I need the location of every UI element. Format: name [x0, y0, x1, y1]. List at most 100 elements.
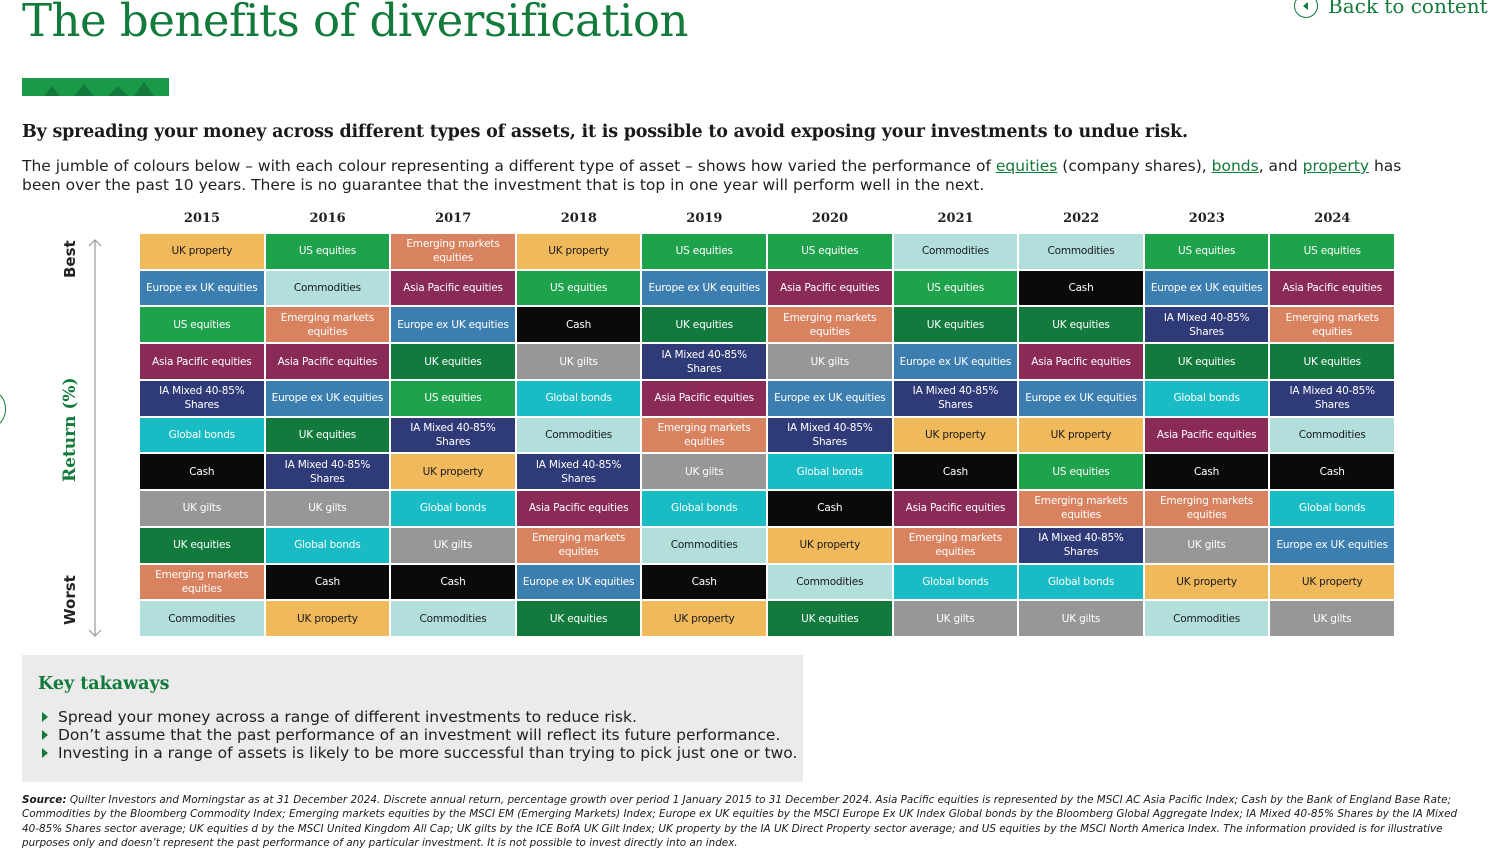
table-cell: Asia Pacific equities	[265, 344, 390, 379]
table-cell: UK equities	[1019, 307, 1143, 343]
table-cell: US equities	[1019, 454, 1143, 490]
table-cell: Global bonds	[893, 564, 1018, 600]
table-cell: Global bonds	[265, 527, 390, 563]
table-cell: UK property	[1270, 564, 1394, 600]
list-item: Don’t assume that the past performance o…	[40, 726, 797, 744]
triangle-bullet-icon	[42, 712, 48, 722]
year-header-2018: 2018	[560, 211, 597, 226]
table-cell: IA Mixed 40-85% Shares	[140, 380, 264, 416]
table-cell: Global bonds	[1270, 491, 1394, 526]
table-cell: IA Mixed 40-85% Shares	[1019, 527, 1143, 563]
side-nav-circle[interactable]	[0, 391, 6, 427]
table-cell: Commodities	[768, 564, 892, 600]
table-cell: UK gilts	[1270, 601, 1394, 637]
table-cell: Cash	[642, 564, 766, 600]
table-cell: Europe ex UK equities	[768, 380, 892, 416]
table-cell: IA Mixed 40-85% Shares	[391, 417, 515, 453]
year-header-2017: 2017	[435, 211, 472, 226]
table-cell: Cash	[140, 454, 264, 490]
table-cell: Global bonds	[1019, 564, 1143, 600]
table-cell: UK equities	[391, 344, 515, 379]
chevron-left-icon	[1294, 0, 1318, 18]
back-to-content-link[interactable]: Back to content	[1294, 0, 1488, 18]
table-cell: Europe ex UK equities	[893, 344, 1018, 379]
year-header-2016: 2016	[309, 211, 346, 226]
y-axis: Best Return (%) Worst	[50, 234, 110, 638]
table-cell: Asia Pacific equities	[391, 270, 515, 306]
table-cell: Commodities	[1019, 234, 1143, 269]
table-cell: UK property	[391, 454, 515, 490]
back-link-label: Back to content	[1328, 0, 1488, 18]
table-cell: Commodities	[1144, 601, 1269, 637]
table-cell: Emerging markets equities	[265, 307, 390, 343]
table-cell: Global bonds	[516, 380, 641, 416]
table-cell: IA Mixed 40-85% Shares	[265, 454, 390, 490]
table-cell: Cash	[391, 564, 515, 600]
table-cell: IA Mixed 40-85% Shares	[1270, 380, 1394, 416]
table-cell: US equities	[893, 270, 1018, 306]
table-cell: UK gilts	[893, 601, 1018, 637]
equities-link[interactable]: equities	[995, 157, 1058, 175]
page-title: The benefits of diversification	[22, 0, 688, 47]
table-cell: UK property	[642, 601, 766, 637]
table-cell: Asia Pacific equities	[768, 270, 892, 306]
table-cell: Emerging markets equities	[642, 417, 766, 453]
bonds-link[interactable]: bonds	[1211, 157, 1259, 175]
table-cell: Emerging markets equities	[140, 564, 264, 600]
table-cell: Emerging markets equities	[768, 307, 892, 343]
axis-arrow	[88, 239, 102, 637]
intro-paragraph: The jumble of colours below – with each …	[22, 157, 1402, 194]
asset-class-grid: UK property Europe ex UK equities US equit…	[140, 234, 1396, 638]
table-cell: Europe ex UK equities	[265, 380, 390, 416]
table-cell: UK gilts	[768, 344, 892, 379]
table-cell: IA Mixed 40-85% Shares	[893, 380, 1018, 416]
table-cell: US equities	[265, 234, 390, 269]
table-cell: Europe ex UK equities	[391, 307, 515, 343]
table-cell: Europe ex UK equities	[1019, 380, 1143, 416]
table-cell: Europe ex UK equities	[1144, 270, 1269, 306]
table-cell: Asia Pacific equities	[1019, 344, 1143, 379]
axis-best-label: Best	[61, 240, 79, 278]
year-headers: 2015 2016 2017 2018 2019 2020 2021 2022 2023 2024	[140, 211, 1396, 229]
table-cell: UK equities	[893, 307, 1018, 343]
list-item: Investing in a range of assets is likely…	[40, 744, 797, 762]
table-cell: UK property	[516, 234, 641, 269]
table-cell: Europe ex UK equities	[516, 564, 641, 600]
table-cell: UK equities	[265, 417, 390, 453]
year-header-2020: 2020	[811, 211, 849, 226]
table-cell: Asia Pacific equities	[893, 491, 1018, 526]
table-cell: Cash	[893, 454, 1018, 490]
table-cell: UK property	[1144, 564, 1269, 600]
axis-worst-label: Worst	[61, 575, 79, 625]
table-cell: Global bonds	[1144, 380, 1269, 416]
table-cell: Emerging markets equities	[391, 234, 515, 269]
table-cell: Cash	[768, 491, 892, 526]
table-cell: Commodities	[391, 601, 515, 637]
table-cell: Europe ex UK equities	[642, 270, 766, 306]
year-header-2022: 2022	[1063, 211, 1100, 226]
property-link[interactable]: property	[1302, 157, 1370, 175]
triangle-bullet-icon	[42, 730, 48, 740]
table-cell: UK equities	[1144, 344, 1269, 379]
table-cell: US equities	[1144, 234, 1269, 269]
table-cell: Emerging markets equities	[893, 527, 1018, 563]
table-cell: Emerging markets equities	[1144, 491, 1269, 526]
table-cell: IA Mixed 40-85% Shares	[516, 454, 641, 490]
table-cell: UK property	[893, 417, 1018, 453]
table-cell: Commodities	[516, 417, 641, 453]
triangle-bullet-icon	[42, 748, 48, 758]
table-cell: Global bonds	[140, 417, 264, 453]
table-cell: Asia Pacific equities	[140, 344, 264, 379]
table-cell: US equities	[1270, 234, 1394, 269]
source-footnote: Source: Quilter Investors and Morningsta…	[22, 794, 1458, 849]
table-cell: Commodities	[642, 527, 766, 563]
table-cell: Cash	[265, 564, 390, 600]
table-cell: Commodities	[140, 601, 264, 637]
table-cell: Europe ex UK equities	[1270, 527, 1394, 563]
table-cell: Cash	[1270, 454, 1394, 490]
table-cell: Global bonds	[768, 454, 892, 490]
table-cell: Cash	[516, 307, 641, 343]
table-cell: Europe ex UK equities	[140, 270, 264, 306]
table-cell: UK gilts	[1144, 527, 1269, 563]
table-cell: Emerging markets equities	[1270, 307, 1394, 343]
